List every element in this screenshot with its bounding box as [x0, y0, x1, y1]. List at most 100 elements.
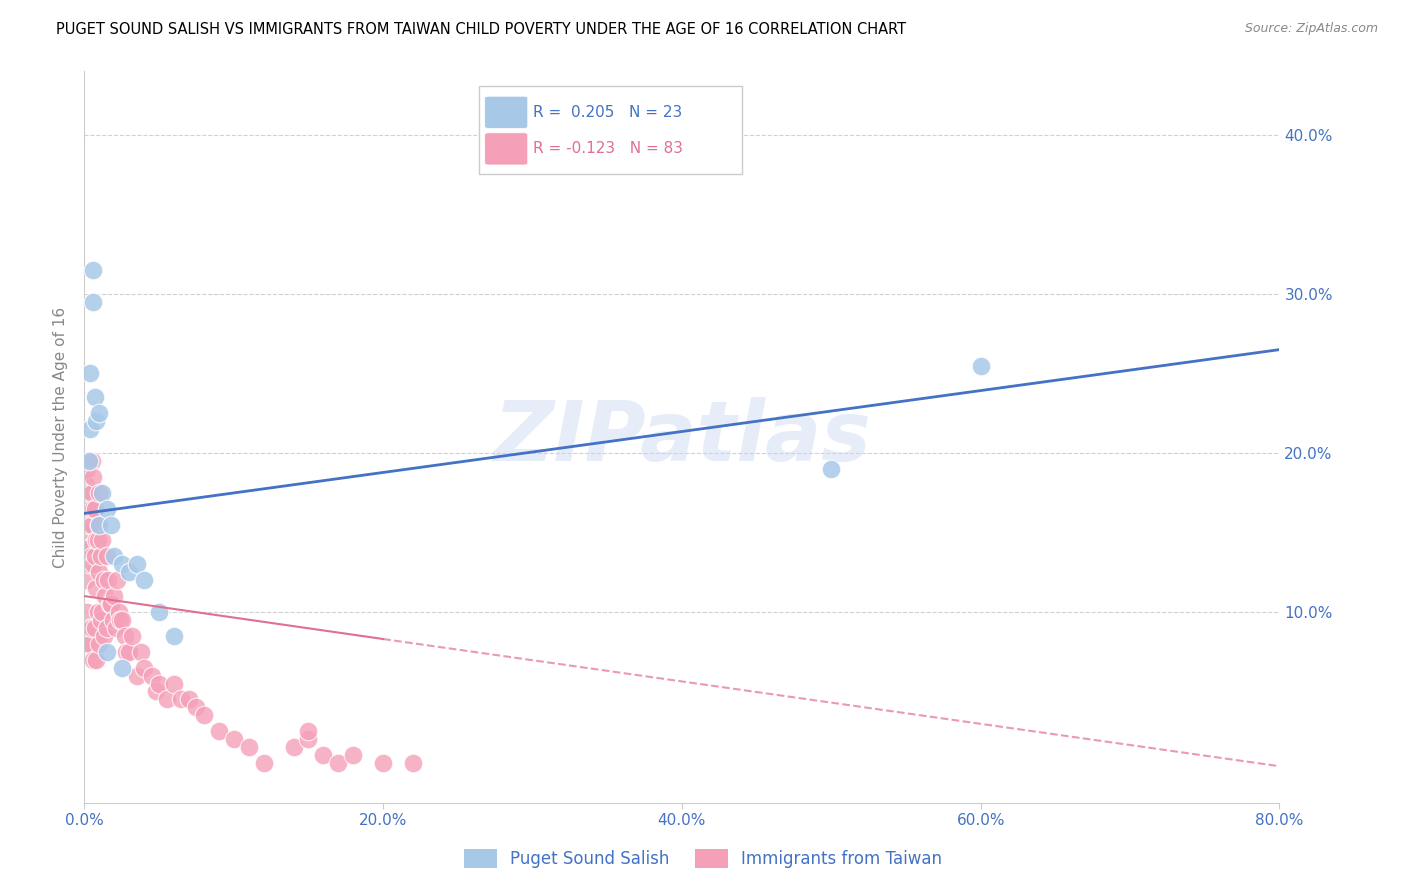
Point [86, 533, 108, 548]
Point [103, 589, 125, 603]
Point [132, 573, 156, 587]
Point [118, 645, 141, 659]
Point [103, 549, 125, 564]
Point [111, 613, 134, 627]
Point [94, 589, 117, 603]
Point [208, 724, 231, 739]
Point [90, 549, 112, 564]
Point [91, 533, 114, 548]
Point [402, 756, 425, 770]
Point [80, 549, 103, 564]
Point [177, 692, 200, 706]
Point [80, 485, 103, 500]
Point [193, 708, 215, 723]
Point [79, 501, 101, 516]
Point [125, 668, 148, 682]
Point [82, 558, 104, 572]
Point [342, 748, 364, 763]
Point [79, 637, 101, 651]
Point [148, 676, 170, 690]
Point [80, 454, 103, 468]
Text: PUGET SOUND SALISH VS IMMIGRANTS FROM TAIWAN CHILD POVERTY UNDER THE AGE OF 16 C: PUGET SOUND SALISH VS IMMIGRANTS FROM TA… [56, 22, 907, 37]
Point [100, 517, 122, 532]
Point [125, 558, 148, 572]
Point [77, 558, 100, 572]
Point [82, 263, 104, 277]
Point [76, 493, 98, 508]
Point [80, 517, 103, 532]
Text: R =  0.205   N = 23: R = 0.205 N = 23 [533, 105, 682, 120]
Point [86, 581, 108, 595]
Point [89, 485, 111, 500]
Point [90, 613, 112, 627]
Point [118, 566, 141, 580]
Point [222, 732, 245, 747]
Point [105, 573, 128, 587]
Point [76, 462, 98, 476]
Point [75, 637, 97, 651]
Point [83, 621, 105, 635]
Point [77, 454, 100, 468]
Point [121, 629, 143, 643]
Point [110, 613, 132, 627]
Point [328, 756, 350, 770]
Legend: Puget Sound Salish, Immigrants from Taiwan: Puget Sound Salish, Immigrants from Taiw… [457, 842, 949, 875]
Point [87, 533, 110, 548]
Point [98, 597, 121, 611]
Point [79, 422, 101, 436]
Point [145, 684, 167, 698]
Point [297, 724, 319, 739]
Point [312, 748, 335, 763]
Point [820, 462, 842, 476]
Point [371, 756, 394, 770]
Point [77, 485, 100, 500]
Point [79, 541, 101, 556]
Point [107, 605, 129, 619]
Point [163, 629, 186, 643]
Point [253, 756, 276, 770]
Point [96, 501, 118, 516]
Point [82, 294, 104, 309]
Point [76, 605, 98, 619]
Point [186, 700, 208, 714]
Point [91, 605, 114, 619]
Point [141, 668, 163, 682]
Point [77, 621, 100, 635]
Point [89, 566, 111, 580]
FancyBboxPatch shape [478, 86, 742, 174]
Point [80, 621, 103, 635]
Point [89, 406, 111, 420]
Point [96, 549, 118, 564]
Point [96, 645, 118, 659]
Point [83, 390, 105, 404]
Point [89, 517, 111, 532]
Point [111, 558, 134, 572]
Point [82, 470, 104, 484]
Point [89, 637, 111, 651]
Point [79, 367, 101, 381]
Point [75, 477, 97, 491]
Point [89, 517, 111, 532]
Point [155, 692, 177, 706]
Point [148, 605, 170, 619]
Text: ZIPatlas: ZIPatlas [494, 397, 870, 477]
Point [970, 359, 993, 373]
Point [83, 549, 105, 564]
Point [129, 645, 152, 659]
Point [297, 732, 319, 747]
FancyBboxPatch shape [485, 96, 527, 128]
Point [75, 525, 97, 540]
Point [132, 660, 156, 674]
Point [93, 629, 115, 643]
Point [163, 676, 186, 690]
Point [91, 485, 114, 500]
Point [114, 629, 136, 643]
Text: R = -0.123   N = 83: R = -0.123 N = 83 [533, 142, 682, 156]
Point [170, 692, 193, 706]
Point [77, 517, 100, 532]
Point [101, 613, 124, 627]
Point [75, 573, 97, 587]
Point [93, 573, 115, 587]
Point [238, 740, 260, 755]
Point [104, 621, 127, 635]
